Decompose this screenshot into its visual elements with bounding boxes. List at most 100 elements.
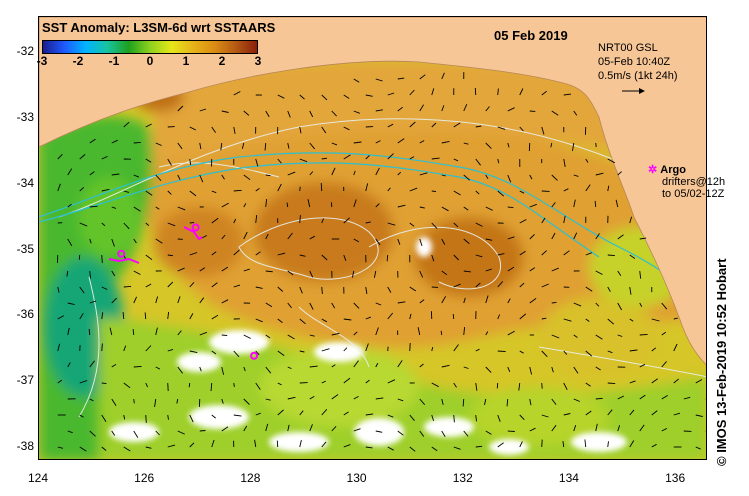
argo-floats [117, 223, 259, 360]
current-vector [309, 302, 314, 310]
current-vector [595, 270, 603, 275]
current-vector [101, 188, 110, 192]
current-vector [309, 424, 313, 432]
current-vector [562, 441, 565, 448]
current-vector [661, 361, 667, 368]
current-vector [585, 184, 591, 192]
current-vector [287, 334, 295, 340]
current-vector [496, 382, 499, 389]
current-vector [497, 350, 506, 353]
current-vector [607, 254, 615, 257]
current-vector [321, 409, 328, 416]
argo-float-marker [191, 223, 200, 232]
current-vector [265, 110, 270, 118]
current-vector [419, 363, 424, 368]
current-vector [419, 430, 425, 437]
current-vector [409, 222, 415, 227]
current-vector [233, 189, 242, 192]
current-vector [397, 77, 405, 80]
current-vector [101, 343, 103, 352]
current-vector [475, 222, 483, 227]
current-vector [101, 312, 104, 320]
current-vector [211, 414, 216, 419]
current-vector [167, 158, 172, 166]
current-vector [101, 254, 103, 263]
current-vector [607, 382, 616, 385]
current-vector [122, 312, 125, 320]
current-vector [210, 382, 213, 392]
current-vector [243, 268, 250, 272]
current-vector [585, 252, 592, 256]
sst-map-frame[interactable] [38, 16, 707, 460]
current-vector [541, 317, 547, 320]
sst-anomaly-map[interactable] [39, 17, 707, 460]
current-vector [309, 396, 315, 400]
current-vector [463, 270, 471, 273]
current-vector [265, 398, 271, 401]
current-vector [485, 366, 492, 373]
current-vector [441, 174, 446, 177]
current-vector [145, 158, 152, 163]
current-vector [463, 238, 470, 244]
current-vector [453, 222, 459, 228]
current-vector [321, 380, 326, 384]
longitude-tick: 124 [27, 471, 49, 485]
current-vector [57, 343, 61, 352]
current-vector [387, 286, 392, 293]
current-vector [343, 377, 351, 384]
current-vector [189, 414, 194, 423]
current-vector [177, 142, 183, 150]
current-vector [123, 121, 130, 128]
current-vector [211, 282, 218, 288]
current-vector [375, 167, 380, 176]
current-vector [365, 413, 374, 416]
current-vector [241, 142, 245, 149]
current-vector [243, 334, 251, 339]
current-vector [453, 382, 457, 388]
current-vector [299, 94, 305, 100]
current-vector [287, 302, 292, 309]
current-vector [321, 126, 327, 134]
current-vector [507, 430, 515, 432]
current-vector [309, 334, 315, 337]
current-vector [651, 410, 658, 416]
current-vector [617, 171, 622, 176]
current-vector [265, 270, 273, 273]
current-vector [221, 266, 229, 272]
current-vector [541, 414, 549, 418]
current-vector [397, 238, 401, 245]
current-vector [541, 126, 545, 135]
current-vector [255, 251, 261, 256]
current-vector [189, 350, 198, 354]
current-vector [453, 122, 461, 128]
current-vector [397, 430, 404, 436]
current-vector [639, 302, 643, 308]
current-vector [343, 154, 351, 160]
current-vector [409, 286, 417, 292]
current-vector [353, 238, 360, 243]
current-vector [519, 126, 524, 132]
current-vector [233, 382, 235, 387]
current-vector [111, 206, 117, 209]
current-vector [463, 430, 469, 437]
current-vector [431, 88, 435, 96]
current-vector [563, 350, 568, 355]
current-vector [199, 430, 206, 432]
current-vector [277, 318, 283, 323]
current-vector [145, 283, 152, 288]
latitude-tick: -33 [16, 109, 34, 124]
current-vector [255, 412, 261, 416]
current-vector [287, 396, 296, 400]
current-vector [79, 414, 84, 418]
current-vector [419, 172, 428, 176]
current-vector [629, 349, 638, 352]
current-vector [177, 174, 181, 180]
colorbar-tick: -3 [36, 54, 48, 68]
current-vector [233, 218, 237, 224]
current-vector [177, 105, 184, 112]
current-vector [123, 190, 130, 193]
current-vector [695, 414, 703, 418]
current-vector [243, 398, 250, 405]
current-vector [155, 366, 161, 370]
current-vector [79, 446, 87, 452]
